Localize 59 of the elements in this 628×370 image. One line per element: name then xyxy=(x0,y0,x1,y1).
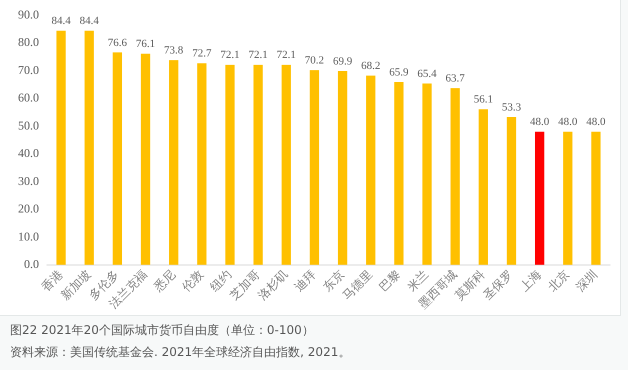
bar xyxy=(366,76,376,265)
x-tick-label: 北京 xyxy=(545,267,572,294)
data-label: 69.9 xyxy=(332,55,353,68)
data-label: 72.1 xyxy=(220,49,240,62)
data-label: 48.0 xyxy=(586,116,606,128)
data-label: 84.4 xyxy=(51,15,72,28)
text: 资料来源：美国传统基金会. 2021年全球经济自由指数, 2021。 xyxy=(10,344,350,361)
x-tick-label: 伦敦 xyxy=(179,267,206,294)
data-label: 76.1 xyxy=(136,38,156,50)
bar xyxy=(197,63,206,265)
x-tick-label: 悉尼 xyxy=(150,267,178,295)
bar xyxy=(338,70,348,265)
bar xyxy=(140,54,150,265)
data-label: 48.0 xyxy=(530,116,550,128)
bar xyxy=(394,82,404,265)
data-label: 63.7 xyxy=(446,72,466,85)
y-tick-label: 60.0 xyxy=(18,90,39,105)
data-label: 76.6 xyxy=(108,36,128,49)
y-tick-label: 30.0 xyxy=(18,174,39,188)
bar xyxy=(56,30,66,265)
y-tick-label: 70.0 xyxy=(18,62,39,77)
x-tick-label: 迪拜 xyxy=(292,267,319,294)
x-tick-label: 深圳 xyxy=(573,267,600,294)
data-label: 72.1 xyxy=(276,49,296,62)
y-tick-label: 0.0 xyxy=(24,257,39,272)
data-label: 72.1 xyxy=(248,49,268,62)
data-label: 65.4 xyxy=(417,68,438,80)
data-label: 53.3 xyxy=(502,101,522,114)
data-label: 84.4 xyxy=(80,15,100,28)
x-tick-label: 上海 xyxy=(517,267,544,294)
data-label: 56.1 xyxy=(474,94,493,106)
bar xyxy=(169,60,178,265)
y-tick-label: 50.0 xyxy=(18,118,39,132)
data-label: 65.9 xyxy=(389,66,409,78)
bar xyxy=(225,64,235,265)
y-tick-label: 10.0 xyxy=(18,229,39,244)
y-tick-label: 40.0 xyxy=(18,146,39,160)
data-label: 72.7 xyxy=(192,48,212,60)
bar xyxy=(450,88,460,265)
y-tick-label: 80.0 xyxy=(18,35,39,50)
bar xyxy=(282,64,291,265)
text: 图22 2021年20个国际城市货币自由度（单位：0-100） xyxy=(10,322,314,339)
bar xyxy=(112,52,122,265)
bar xyxy=(310,70,320,265)
bar xyxy=(591,132,601,265)
y-tick-label: 20.0 xyxy=(18,202,39,216)
bar xyxy=(84,30,94,265)
bar xyxy=(478,109,488,265)
data-label: 48.0 xyxy=(558,116,578,128)
bar xyxy=(534,132,544,265)
data-label: 70.2 xyxy=(304,54,324,67)
bar xyxy=(563,132,572,265)
y-tick-label: 90.0 xyxy=(18,7,39,22)
bar xyxy=(422,83,432,265)
data-label: 73.8 xyxy=(164,44,184,57)
bar xyxy=(506,117,516,265)
data-label: 68.2 xyxy=(361,60,380,72)
x-tick-label: 巴黎 xyxy=(376,267,404,294)
bar xyxy=(253,64,263,265)
